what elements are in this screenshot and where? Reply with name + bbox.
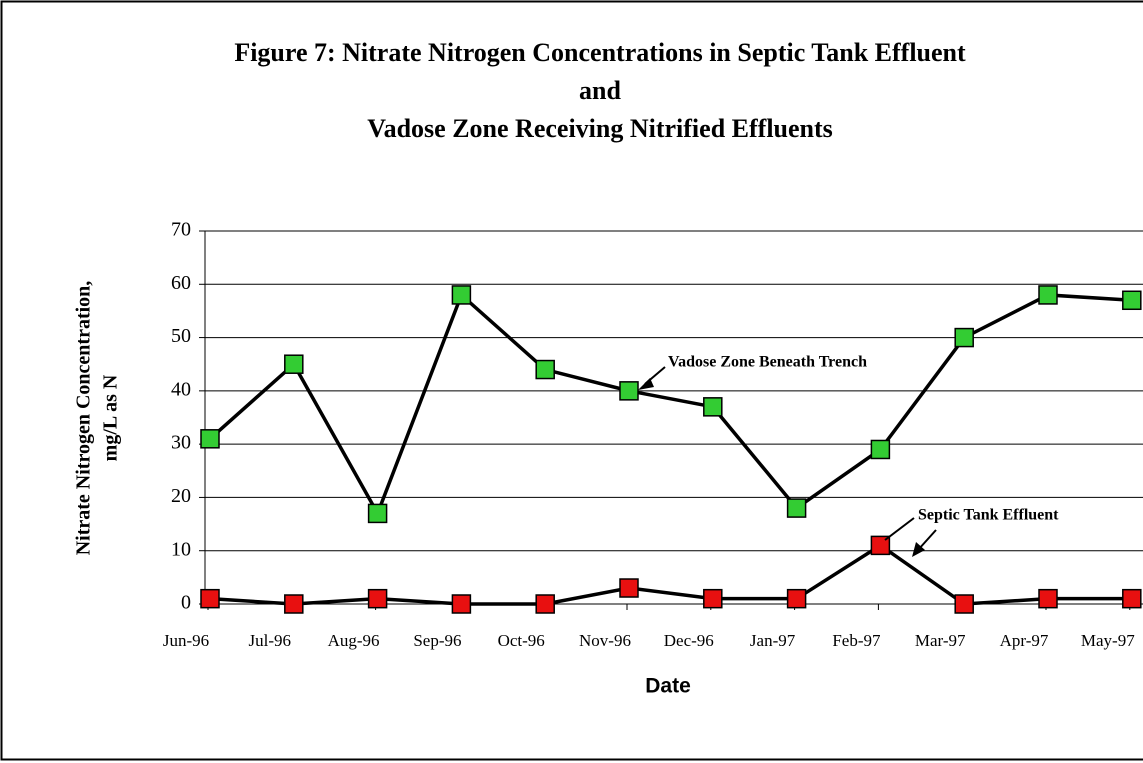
marker [200, 588, 220, 609]
arrow [884, 517, 915, 541]
x-tick-label: Dec-96 [664, 631, 714, 650]
marker [786, 588, 807, 609]
marker [367, 503, 388, 524]
chart-title: Vadose Zone Receiving Nitrified Effluent… [367, 114, 833, 143]
x-axis-title: Date [645, 675, 691, 698]
arrow-head [638, 378, 654, 390]
x-tick-label: Jul-96 [249, 631, 292, 650]
x-tick-label: Mar-97 [915, 631, 966, 650]
marker [1038, 285, 1058, 305]
x-tick-label: Apr-97 [1000, 631, 1049, 650]
y-tick-label: 50 [171, 325, 191, 347]
marker [284, 354, 304, 374]
y-axis-title: mg/L as N [100, 374, 122, 461]
series-line [208, 291, 1132, 518]
marker [451, 594, 472, 614]
y-tick-label: 20 [171, 485, 191, 507]
series-line [209, 543, 1132, 606]
x-tick-label: Sep-96 [413, 631, 461, 650]
y-tick-label: 40 [171, 378, 191, 400]
marker [1122, 290, 1142, 311]
marker [954, 327, 974, 348]
marker [786, 498, 807, 518]
y-axis-title: Nitrate Nitrogen Concentration, [73, 281, 95, 556]
x-tick-label: Aug-96 [328, 631, 380, 650]
marker [870, 439, 891, 460]
x-tick-label: Nov-96 [579, 631, 631, 650]
marker [451, 285, 472, 305]
marker [1038, 588, 1058, 609]
arrow-head [912, 542, 925, 557]
y-tick-label: 0 [181, 592, 191, 614]
marker [200, 429, 220, 449]
marker [619, 578, 639, 598]
marker [367, 588, 388, 609]
marker [535, 594, 555, 614]
x-tick-label: Oct-96 [498, 631, 545, 650]
annotation: Septic Tank Effluent [918, 507, 1059, 524]
marker [870, 535, 891, 556]
marker [703, 588, 723, 609]
x-tick-label: Jan-97 [750, 631, 796, 650]
annotation: Vadose Zone Beneath Trench [668, 354, 867, 371]
chart-title: Figure 7: Nitrate Nitrogen Concentration… [234, 38, 966, 67]
x-tick-label: May-97 [1081, 631, 1135, 650]
chart-title: and [579, 76, 621, 105]
marker [619, 381, 639, 401]
y-tick-label: 10 [171, 538, 191, 560]
marker [284, 594, 304, 614]
y-tick-label: 30 [171, 432, 191, 454]
marker [954, 594, 974, 614]
y-tick-label: 60 [171, 272, 191, 294]
x-tick-label: Jun-96 [163, 631, 209, 650]
marker [703, 397, 723, 417]
marker [1122, 588, 1142, 609]
x-tick-label: Feb-97 [832, 631, 881, 650]
marker [535, 359, 555, 380]
y-tick-label: 70 [171, 219, 191, 241]
